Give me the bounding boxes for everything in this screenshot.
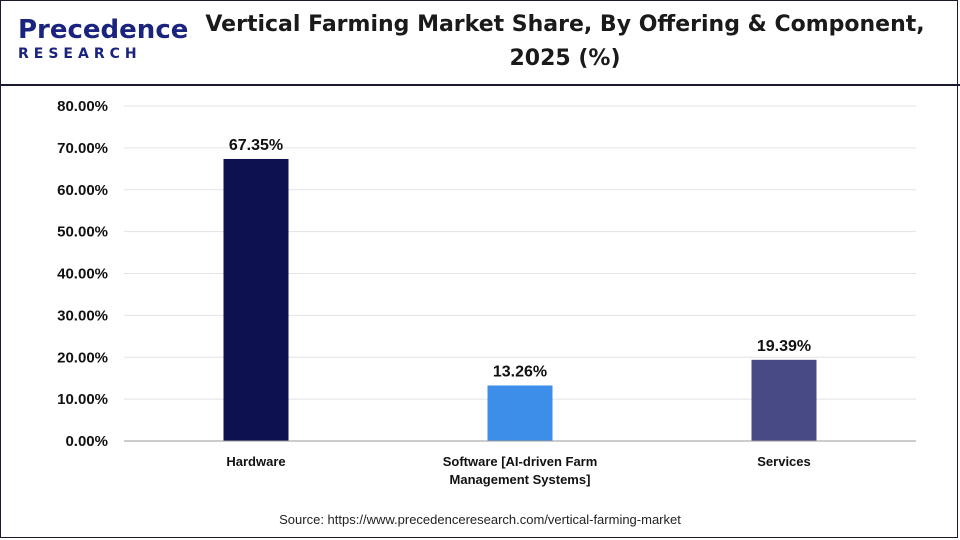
bar bbox=[223, 158, 289, 442]
data-label: 67.35% bbox=[229, 137, 283, 154]
bar bbox=[487, 385, 553, 441]
data-label: 19.39% bbox=[757, 338, 811, 355]
y-tick-label: 80.00% bbox=[57, 98, 108, 115]
chart-title-line-2: 2025 (%) bbox=[509, 46, 621, 71]
y-tick-label: 0.00% bbox=[65, 433, 108, 450]
y-tick-label: 40.00% bbox=[57, 266, 108, 283]
source-text: Source: https://www.precedenceresearch.c… bbox=[279, 512, 681, 527]
precedence-research-logo: Precedence RESEARCH bbox=[18, 15, 189, 66]
y-tick-label: 60.00% bbox=[57, 182, 108, 199]
bars bbox=[223, 158, 817, 442]
logo-main-text: Precedence bbox=[18, 15, 189, 45]
chart-title-line-1: Vertical Farming Market Share, By Offeri… bbox=[205, 12, 925, 37]
chart-title: Vertical Farming Market Share, By Offeri… bbox=[200, 8, 930, 76]
y-tick-label: 70.00% bbox=[57, 140, 108, 157]
header: Precedence RESEARCH Vertical Farming Mar… bbox=[0, 0, 960, 86]
bar bbox=[751, 359, 817, 441]
data-label: 13.26% bbox=[493, 363, 547, 380]
x-axis-tick-labels: Hardware Software [AI-driven Farm Manageme… bbox=[226, 454, 810, 487]
y-tick-label: 20.00% bbox=[57, 349, 108, 366]
x-tick-label: Hardware bbox=[226, 454, 285, 469]
logo-sub-text: RESEARCH bbox=[18, 46, 142, 62]
data-labels: 67.35% 13.26% 19.39% bbox=[229, 137, 811, 381]
x-tick-label: Services bbox=[757, 454, 811, 469]
y-tick-label: 50.00% bbox=[57, 224, 108, 241]
x-tick-label: Software [AI-driven Farm Management Syste… bbox=[443, 454, 598, 487]
y-tick-label: 30.00% bbox=[57, 307, 108, 324]
y-tick-label: 10.00% bbox=[57, 391, 108, 408]
y-axis-tick-labels: 0.00% 10.00% 20.00% 30.00% 40.00% 50.00% 60.00… bbox=[57, 98, 108, 450]
